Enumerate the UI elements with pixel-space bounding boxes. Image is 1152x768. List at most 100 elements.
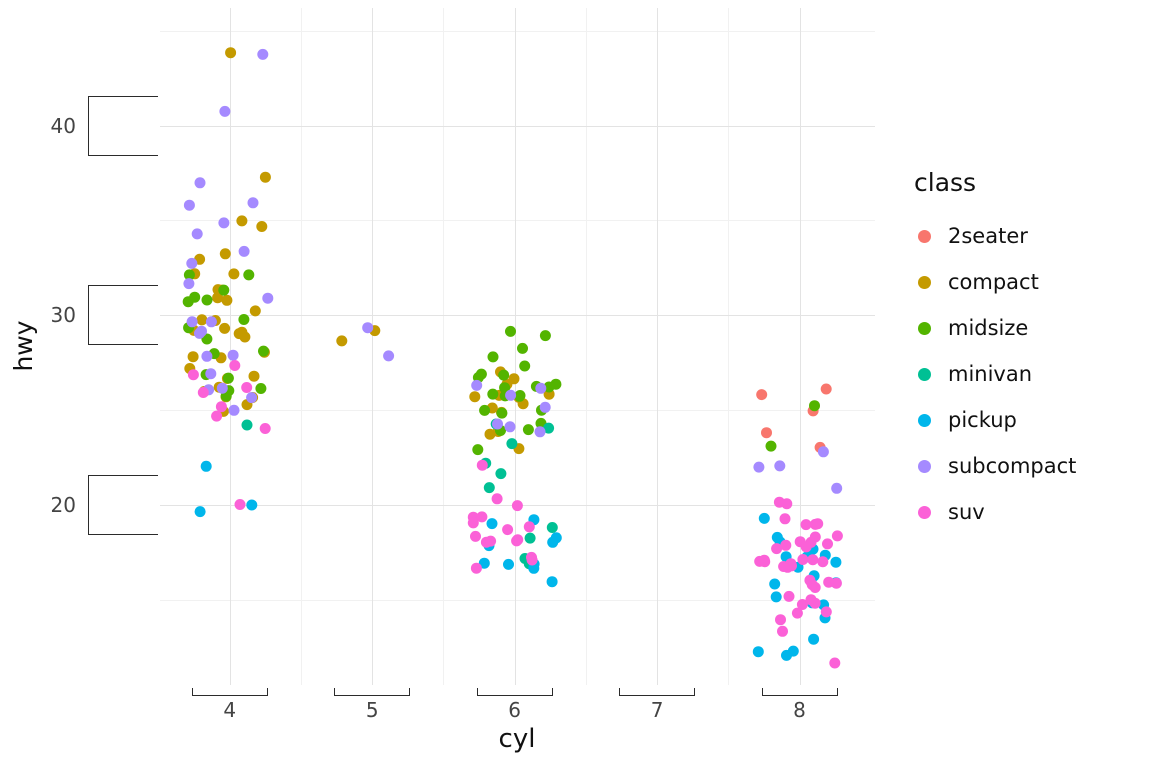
data-point-minivan	[495, 468, 507, 480]
data-point-minivan	[524, 532, 536, 544]
data-point-compact	[248, 370, 260, 382]
data-point-suv	[796, 599, 808, 610]
data-point-pickup	[200, 460, 212, 472]
legend-key-dot	[918, 321, 931, 335]
data-point-subcompact	[186, 257, 198, 269]
data-point-midsize	[505, 325, 516, 337]
data-point-suv	[777, 625, 788, 637]
data-point-subcompact	[774, 460, 786, 472]
data-point-midsize	[479, 404, 491, 416]
y-axis-tick-label: 40	[50, 113, 76, 138]
legend-item-subcompact: subcompact	[912, 443, 1150, 489]
data-point-compact	[469, 391, 481, 403]
data-point-suv	[807, 554, 819, 566]
legend-item-minivan: minivan	[912, 351, 1150, 397]
data-point-suv	[241, 382, 253, 393]
data-point-subcompact	[362, 322, 374, 334]
data-point-compact	[196, 314, 208, 326]
data-point-suv	[511, 500, 523, 512]
data-point-midsize	[550, 378, 562, 390]
x-axis-tick-label: 5	[365, 698, 379, 722]
data-point-suv	[187, 369, 199, 381]
data-point-midsize	[514, 390, 525, 402]
data-point-compact	[219, 248, 231, 260]
data-point-compact	[187, 351, 199, 363]
data-point-suv	[820, 606, 832, 618]
data-point-subcompact	[183, 278, 195, 290]
data-point-suv	[229, 360, 241, 371]
data-point-suv	[831, 530, 843, 542]
x-axis-tick-bracket	[476, 688, 553, 696]
legend-item-suv: suv	[912, 489, 1150, 535]
data-point-subcompact	[539, 401, 551, 413]
data-point-pickup	[194, 506, 206, 518]
x-axis-tick-bracket	[761, 688, 838, 696]
data-point-suv	[800, 541, 812, 553]
data-point-suv	[470, 562, 482, 574]
legend-key-dot	[918, 505, 931, 519]
data-point-compact	[212, 292, 224, 304]
data-point-midsize	[201, 294, 213, 306]
data-point-subcompact	[505, 389, 517, 401]
legend-item-label: compact	[948, 270, 1039, 294]
x-axis-tick-bracket	[334, 688, 411, 696]
gridline-major-horizontal	[160, 125, 875, 127]
legend-items: 2seater compact midsize minivan pickup subcom…	[912, 213, 1150, 535]
data-point-subcompact	[238, 245, 250, 257]
legend-item-midsize: midsize	[912, 305, 1150, 351]
data-point-2seater	[820, 383, 832, 395]
data-point-compact	[256, 221, 268, 232]
data-point-suv	[809, 531, 821, 543]
data-point-subcompact	[831, 482, 843, 494]
data-point-compact	[259, 171, 271, 183]
data-point-suv	[829, 657, 841, 669]
data-point-subcompact	[535, 382, 547, 394]
data-point-midsize	[487, 388, 499, 400]
legend-item-label: suv	[948, 500, 985, 524]
legend-item-pickup: pickup	[912, 397, 1150, 443]
data-point-suv	[234, 499, 246, 510]
data-point-suv	[805, 594, 817, 606]
gridline-major-horizontal	[160, 315, 875, 317]
gridline-minor-vertical	[728, 8, 730, 685]
data-point-midsize	[487, 351, 499, 363]
data-point-suv	[476, 511, 488, 523]
y-axis-tick-bracket	[88, 95, 158, 156]
data-point-compact	[225, 47, 237, 59]
data-point-midsize	[243, 269, 255, 281]
gridline-major-vertical	[657, 8, 659, 685]
x-axis-tick-label: 4	[223, 698, 237, 722]
data-point-2seater	[761, 427, 772, 439]
gridline-major-vertical	[799, 8, 801, 685]
data-point-suv	[775, 614, 786, 626]
x-axis-tick-bracket	[619, 688, 696, 696]
legend-item-label: subcompact	[948, 454, 1077, 478]
gridline-major-vertical	[229, 8, 231, 685]
y-axis-tick-label: 30	[50, 303, 76, 328]
data-point-compact	[236, 215, 248, 227]
data-point-suv	[797, 554, 809, 565]
data-point-suv	[806, 579, 818, 591]
data-point-midsize	[222, 372, 234, 384]
gridline-major-vertical	[372, 8, 374, 685]
data-point-midsize	[522, 424, 534, 436]
data-point-suv	[771, 543, 783, 555]
legend-item-label: pickup	[948, 408, 1017, 432]
data-point-suv	[822, 538, 833, 550]
data-point-midsize	[238, 314, 250, 325]
data-point-pickup	[246, 499, 258, 511]
data-point-compact	[219, 322, 231, 334]
data-point-pickup	[478, 557, 490, 569]
data-point-suv	[786, 560, 797, 572]
data-point-suv	[523, 521, 535, 533]
data-point-compact	[228, 268, 240, 280]
data-point-midsize	[218, 284, 230, 296]
gridline-minor-vertical	[301, 8, 302, 685]
data-point-midsize	[517, 342, 528, 354]
data-point-suv	[215, 401, 227, 413]
legend-key-dot	[918, 413, 931, 427]
gridline-minor-horizontal	[160, 599, 875, 601]
data-point-pickup	[503, 558, 514, 570]
data-point-subcompact	[216, 382, 228, 394]
